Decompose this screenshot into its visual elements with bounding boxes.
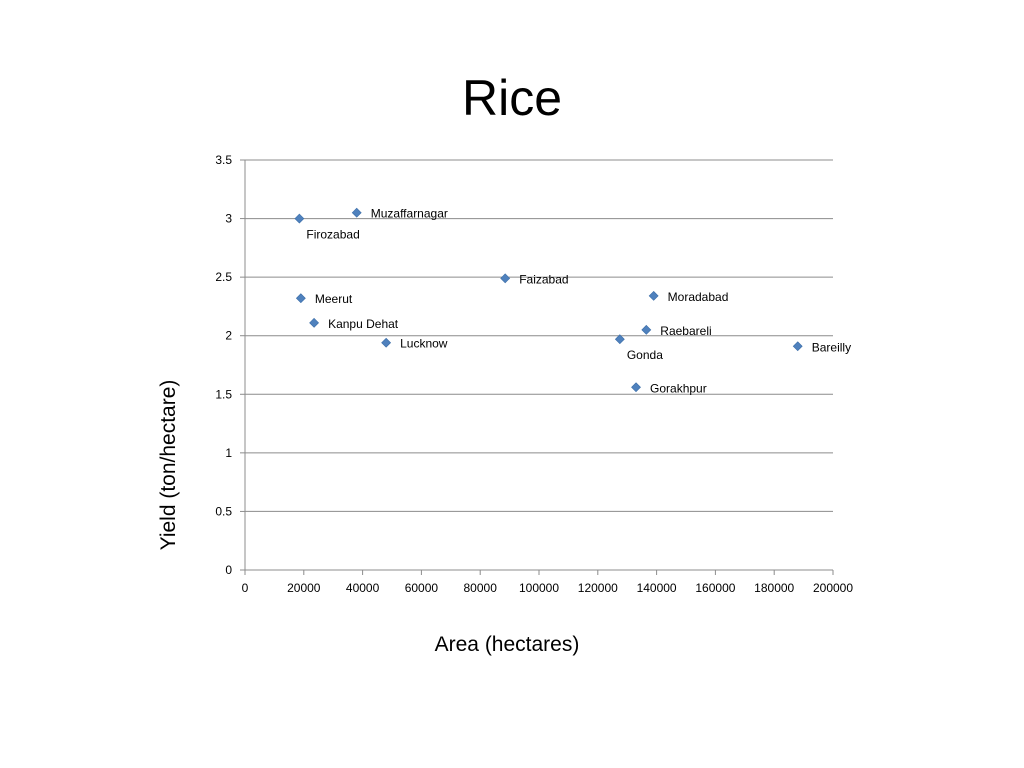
data-point xyxy=(351,207,362,218)
point-label: Gonda xyxy=(627,348,663,362)
point-label: Faizabad xyxy=(519,272,568,286)
data-point xyxy=(309,317,320,328)
point-label: Firozabad xyxy=(306,228,359,242)
point-label: Kanpu Dehat xyxy=(328,317,399,331)
point-label: Gorakhpur xyxy=(650,381,707,395)
y-tick-label: 3 xyxy=(225,212,232,226)
point-label: Muzaffarnagar xyxy=(371,207,448,221)
y-tick-label: 3.5 xyxy=(215,153,232,167)
y-tick-label: 0 xyxy=(225,563,232,577)
tick-labels: 0 0.5 1 1.5 2 2.5 3 3.5 0 20000 40000 60000 80000 100… xyxy=(215,153,853,595)
point-label: Raebareli xyxy=(660,324,711,338)
x-tick-label: 0 xyxy=(242,581,249,595)
data-points xyxy=(294,207,803,393)
y-tick-label: 0.5 xyxy=(215,504,232,518)
data-point xyxy=(294,213,305,224)
point-label: Bareilly xyxy=(812,340,851,354)
data-point xyxy=(500,273,511,284)
data-point xyxy=(792,341,803,352)
gridlines xyxy=(245,159,833,512)
data-point xyxy=(648,290,659,301)
y-tick-label: 2.5 xyxy=(215,270,232,284)
data-point xyxy=(641,324,652,335)
x-tick-label: 60000 xyxy=(405,581,439,595)
y-axis-title: Yield (ton/hectare) xyxy=(157,380,180,551)
y-tick-label: 2 xyxy=(225,329,232,343)
point-label: Moradabad xyxy=(668,290,729,304)
y-tick-label: 1 xyxy=(225,446,232,460)
data-point xyxy=(295,293,306,304)
x-tick-label: 160000 xyxy=(695,581,735,595)
x-tick-label: 200000 xyxy=(813,581,853,595)
point-labels: Firozabad Muzaffarnagar Faizabad Meerut Mora… xyxy=(306,207,851,396)
x-tick-label: 80000 xyxy=(464,581,498,595)
data-point xyxy=(614,334,625,345)
data-point xyxy=(631,382,641,393)
x-tick-label: 20000 xyxy=(287,581,321,595)
x-axis-title: Area (hectares) xyxy=(435,633,580,656)
axes xyxy=(240,159,834,575)
point-label: Meerut xyxy=(315,292,353,306)
x-tick-label: 180000 xyxy=(754,581,794,595)
x-tick-label: 120000 xyxy=(578,581,618,595)
point-label: Lucknow xyxy=(400,337,448,351)
x-tick-label: 100000 xyxy=(519,581,559,595)
chart-title: Rice xyxy=(462,70,562,126)
x-tick-label: 140000 xyxy=(637,581,677,595)
x-tick-label: 40000 xyxy=(346,581,380,595)
y-tick-label: 1.5 xyxy=(215,387,232,401)
data-point xyxy=(381,337,392,348)
